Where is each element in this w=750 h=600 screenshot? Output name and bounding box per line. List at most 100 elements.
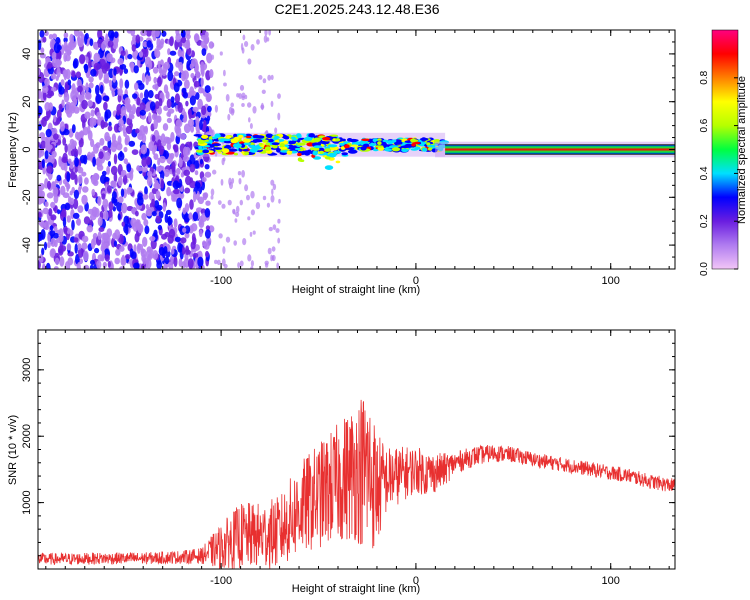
spectrogram-noise-blob (88, 82, 94, 89)
spectrogram-noise-blob (192, 252, 199, 258)
spectrogram-noise-blob (275, 228, 280, 233)
spectrogram-noise-blob (255, 202, 261, 210)
spectrogram-noise-blob (235, 211, 240, 217)
y-tick-label: -40 (21, 237, 33, 253)
spectrogram-noise-blob (117, 58, 124, 65)
spectrogram-noise-blob (42, 91, 47, 101)
spectrogram-noise-blob (69, 190, 73, 196)
spectrogram-noise-blob (155, 215, 161, 223)
spectrogram-noise-blob (85, 82, 89, 93)
spectrogram-signal-blob (265, 142, 271, 146)
spectrogram-signal-blob (242, 149, 249, 152)
spectrogram-noise-blob (166, 111, 171, 117)
spectrogram-noise-blob (69, 39, 76, 51)
spectrogram-signal-blob (224, 145, 231, 150)
spectrogram-x-axis-label: Height of straight line (km) (292, 284, 420, 296)
spectrogram-noise-blob (93, 52, 101, 63)
spectrogram-noise-blob (121, 221, 126, 227)
spectrogram-noise-blob (163, 105, 169, 111)
y-tick-label: 2000 (21, 424, 33, 448)
spectrogram-noise-blob (69, 171, 76, 181)
y-tick-label: -20 (21, 189, 33, 205)
spectrogram-noise-blob (139, 92, 144, 99)
spectrogram-noise-blob (90, 174, 98, 185)
spectrogram-noise-blob (96, 111, 101, 119)
spectrogram-noise-blob (217, 200, 222, 206)
spectrogram-noise-blob (125, 125, 133, 135)
spectrogram-noise-blob (71, 70, 76, 78)
spectrogram-noise-blob (57, 245, 64, 256)
spectrogram-noise-blob (169, 50, 177, 56)
spectrogram-noise-blob (118, 196, 124, 204)
spectrogram-noise-blob (271, 188, 274, 196)
spectrogram-noise-blob (156, 204, 163, 211)
spectrogram-noise-blob (90, 68, 97, 77)
spectrogram-noise-blob (66, 171, 71, 183)
spectrogram-noise-blob (97, 116, 102, 126)
spectrogram-noise-blob (114, 229, 121, 240)
spectrogram-noise-blob (250, 266, 254, 269)
spectrogram-signal-blob (297, 152, 302, 157)
spectrogram-signal-blob (223, 138, 231, 142)
spectrogram-noise-blob (84, 91, 91, 100)
y-tick-label: 1000 (21, 490, 33, 514)
spectrogram-noise-blob (96, 260, 102, 269)
spectrogram-signal-blob (252, 139, 263, 143)
spectrogram-noise-blob (136, 243, 141, 254)
spectrogram-signal-blob (292, 138, 298, 141)
spectrogram-noise-blob (267, 247, 272, 255)
spectrogram-noise-blob (44, 30, 49, 36)
spectrogram-noise-blob (204, 229, 211, 239)
spectrogram-noise-blob (56, 109, 62, 120)
spectrogram-noise-blob (131, 149, 139, 156)
spectrogram-noise-blob (51, 51, 57, 60)
colorbar-label: Normalized spectral amplitude (736, 76, 748, 224)
spectrogram-noise-blob (189, 199, 194, 210)
spectrogram-noise-blob (113, 172, 118, 183)
spectrogram-noise-blob (107, 40, 114, 48)
spectrogram-noise-blob (178, 258, 183, 267)
spectrogram-noise-blob (81, 194, 88, 205)
spectrogram-signal-blob (313, 137, 322, 143)
spectrogram-noise-blob (163, 263, 168, 269)
snr-y-axis-label: SNR (10 * v/v) (7, 415, 19, 485)
spectrogram-noise-blob (108, 121, 112, 127)
spectrogram-noise-blob (184, 187, 191, 194)
y-tick-label: 40 (21, 48, 33, 60)
spectrogram-noise-blob (244, 41, 249, 47)
spectrogram-noise-blob (175, 32, 181, 43)
spectrogram-noise-blob (81, 235, 89, 243)
spectrogram-noise-blob (101, 250, 106, 260)
spectrogram-noise-blob (189, 94, 196, 106)
spectrogram-noise-blob (146, 175, 153, 187)
spectrogram-signal-blob (307, 149, 312, 154)
spectrogram-noise-blob (122, 174, 128, 186)
spectrogram-noise-blob (99, 138, 105, 146)
spectrogram-noise-blob (176, 197, 183, 209)
spectrogram-signal-blob (201, 134, 209, 139)
spectrogram-noise-blob (42, 36, 47, 43)
spectrogram-signal-blob (341, 152, 349, 156)
spectrogram-panel: -100 0 100 -40 -20 0 20 40 Height of straight l… (7, 29, 676, 296)
spectrogram-signal-blob (208, 139, 213, 144)
spectrogram-noise-blob (97, 231, 102, 240)
spectrogram-noise-blob (120, 256, 127, 267)
spectrogram-noise-blob (45, 139, 51, 151)
spectrogram-signal-blob (244, 151, 250, 156)
spectrogram-noise-blob (145, 156, 151, 166)
spectrogram-noise-blob (93, 62, 101, 71)
spectrogram-noise-blob (113, 153, 118, 165)
spectrogram-signal-blob (421, 147, 428, 152)
spectrogram-noise-blob (41, 158, 46, 169)
spectrogram-noise-blob (63, 128, 70, 136)
spectrogram-noise-blob (53, 205, 58, 214)
spectrogram-noise-blob (174, 236, 181, 243)
spectrogram-signal-blob (349, 138, 358, 143)
spectrogram-signal-blob (296, 142, 306, 146)
spectrogram-noise-blob (194, 181, 201, 189)
spectrogram-noise-blob (179, 133, 187, 140)
spectrogram-noise-blob (181, 246, 186, 255)
spectrogram-noise-blob (38, 89, 41, 99)
spectrogram-noise-blob (154, 93, 160, 100)
spectrogram-noise-blob (50, 248, 56, 257)
